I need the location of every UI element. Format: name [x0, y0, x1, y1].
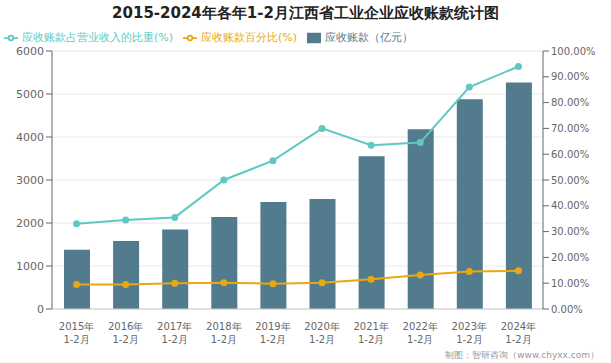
svg-text:2019年1-2月: 2019年1-2月: [255, 321, 290, 345]
svg-text:20.00%: 20.00%: [551, 252, 589, 263]
svg-text:2020年1-2月: 2020年1-2月: [304, 321, 339, 345]
svg-text:10.00%: 10.00%: [551, 278, 589, 289]
svg-text:40.00%: 40.00%: [551, 200, 589, 211]
svg-text:2022年1-2月: 2022年1-2月: [403, 321, 438, 345]
svg-text:2015年1-2月: 2015年1-2月: [59, 321, 94, 345]
html-text:2015-2024年各年1-2月江西省工业企业应收账款统计图: 2015-2024年各年1-2月江西省工业企业应收账款统计图: [112, 4, 499, 22]
svg-text:4000: 4000: [16, 131, 44, 144]
html-text:制图：智研咨询（www.chyxx.com）: 制图：智研咨询（www.chyxx.com）: [445, 350, 599, 360]
svg-text:2018年1-2月: 2018年1-2月: [206, 321, 241, 345]
svg-text:6000: 6000: [16, 45, 44, 58]
svg-text:30.00%: 30.00%: [551, 226, 589, 237]
svg-text:2021年1-2月: 2021年1-2月: [353, 321, 388, 345]
svg-text:2024年1-2月: 2024年1-2月: [501, 321, 536, 345]
svg-text:0: 0: [37, 303, 44, 316]
html-text:应收账款（亿元）: 应收账款（亿元）: [325, 31, 414, 44]
svg-text:60.00%: 60.00%: [551, 149, 589, 160]
svg-text:2017年1-2月: 2017年1-2月: [157, 321, 192, 345]
svg-text:2023年1-2月: 2023年1-2月: [452, 321, 487, 345]
html-text:应收账款百分比(%): 应收账款百分比(%): [201, 31, 298, 44]
svg-text:2016年1-2月: 2016年1-2月: [108, 321, 143, 345]
svg-text:3000: 3000: [16, 174, 44, 187]
svg-text:0.00%: 0.00%: [551, 304, 583, 315]
svg-text:1000: 1000: [16, 260, 44, 273]
svg-text:5000: 5000: [16, 88, 44, 101]
svg-text:100.00%: 100.00%: [551, 46, 596, 57]
svg-text:80.00%: 80.00%: [551, 97, 589, 108]
html-text:应收账款占营业收入的比重(%): 应收账款占营业收入的比重(%): [22, 31, 173, 44]
svg-text:2000: 2000: [16, 217, 44, 230]
svg-text:90.00%: 90.00%: [551, 71, 589, 82]
svg-text:70.00%: 70.00%: [551, 123, 589, 134]
svg-text:50.00%: 50.00%: [551, 175, 589, 186]
